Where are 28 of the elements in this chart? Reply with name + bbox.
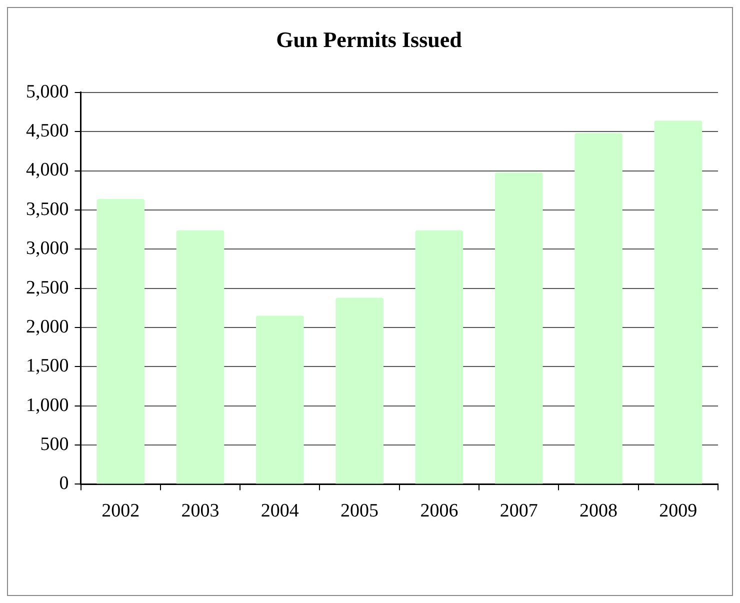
y-tick-label: 1,000 <box>26 394 69 416</box>
y-tick-label: 3,000 <box>26 238 69 260</box>
y-tick-label: 500 <box>40 434 69 456</box>
x-tick-label: 2007 <box>500 500 538 522</box>
bar <box>336 298 384 484</box>
y-tick-label: 4,500 <box>26 120 69 142</box>
x-tick-label: 2006 <box>420 500 458 522</box>
x-tick-label: 2002 <box>102 500 140 522</box>
x-tick-label: 2003 <box>181 500 220 522</box>
bar <box>176 230 224 484</box>
bar <box>96 198 144 484</box>
bar <box>574 133 622 484</box>
y-tick-label: 4,000 <box>26 160 69 181</box>
y-tick-label: 1,500 <box>26 356 69 377</box>
y-tick-label: 3,500 <box>26 198 69 220</box>
x-tick-label: 2004 <box>260 500 300 522</box>
chart-title: Gun Permits Issued <box>276 26 462 52</box>
bar <box>494 172 543 484</box>
x-tick-label: 2008 <box>580 500 618 522</box>
x-tick-label: 2005 <box>340 500 379 522</box>
bar <box>256 316 304 484</box>
y-tick-label: 0 <box>59 473 69 494</box>
x-tick-label: 2009 <box>659 500 698 522</box>
y-tick-label: 2,000 <box>26 316 69 338</box>
bar <box>654 120 702 484</box>
y-tick-label: 2,500 <box>26 277 69 298</box>
y-tick-label: 5,000 <box>26 81 69 102</box>
bar <box>415 230 464 484</box>
